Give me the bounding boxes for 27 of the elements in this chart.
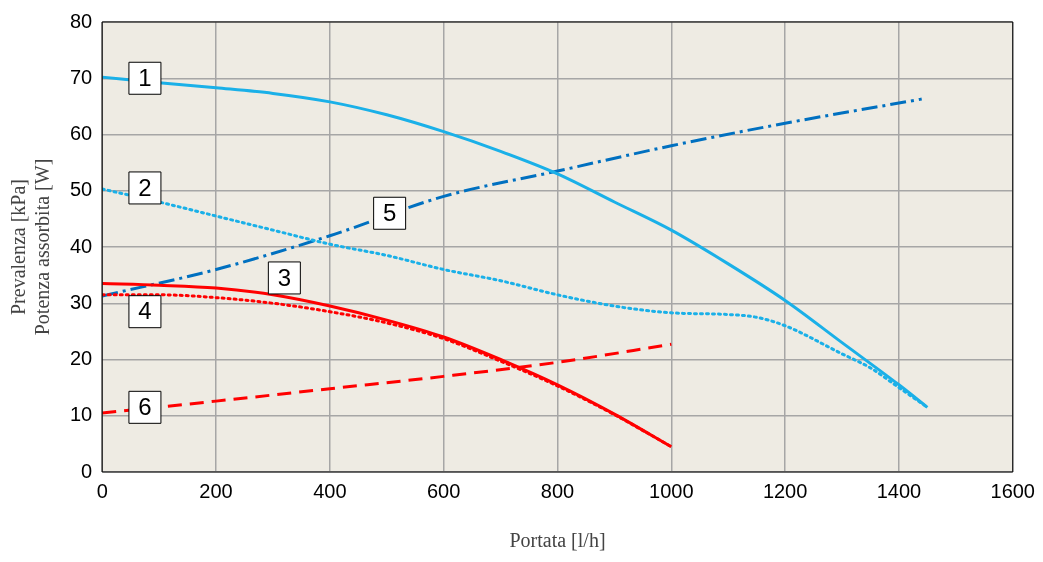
x-tick-label: 1200 <box>762 479 808 502</box>
annotation: 6 <box>138 392 152 420</box>
y-tick-label: 20 <box>70 347 93 370</box>
y-tick-label: 50 <box>70 178 93 201</box>
x-tick-label: 600 <box>427 479 461 502</box>
line-series <box>102 97 924 298</box>
annotation: 4 <box>138 297 152 325</box>
x-tick-label: 200 <box>199 479 233 502</box>
y-tick-label: 0 <box>81 459 93 482</box>
y-tick-label: 60 <box>70 122 93 145</box>
annotation: 2 <box>138 173 152 201</box>
annotation: 5 <box>382 198 397 226</box>
x-tick-label: 1400 <box>876 479 922 502</box>
annotation: 1 <box>138 63 152 91</box>
x-tick-label: 400 <box>313 479 347 502</box>
y-tick-label: 70 <box>70 65 93 88</box>
y-tick-label: 80 <box>70 9 93 32</box>
x-tick-label: 0 <box>96 479 108 502</box>
x-tick-label: 1600 <box>990 479 1035 502</box>
y-tick-label: 40 <box>70 234 93 257</box>
x-axis-title: Portata [l/h] <box>509 529 606 552</box>
x-tick-label: 1000 <box>649 479 694 502</box>
x-tick-label: 800 <box>540 479 575 502</box>
y-tick-label: 10 <box>70 403 93 426</box>
annotation: 3 <box>277 263 292 291</box>
y-axis-title: Prevalenza [kPa] Potenza assorbita [W] <box>7 158 54 336</box>
y-tick-label: 30 <box>70 290 93 313</box>
